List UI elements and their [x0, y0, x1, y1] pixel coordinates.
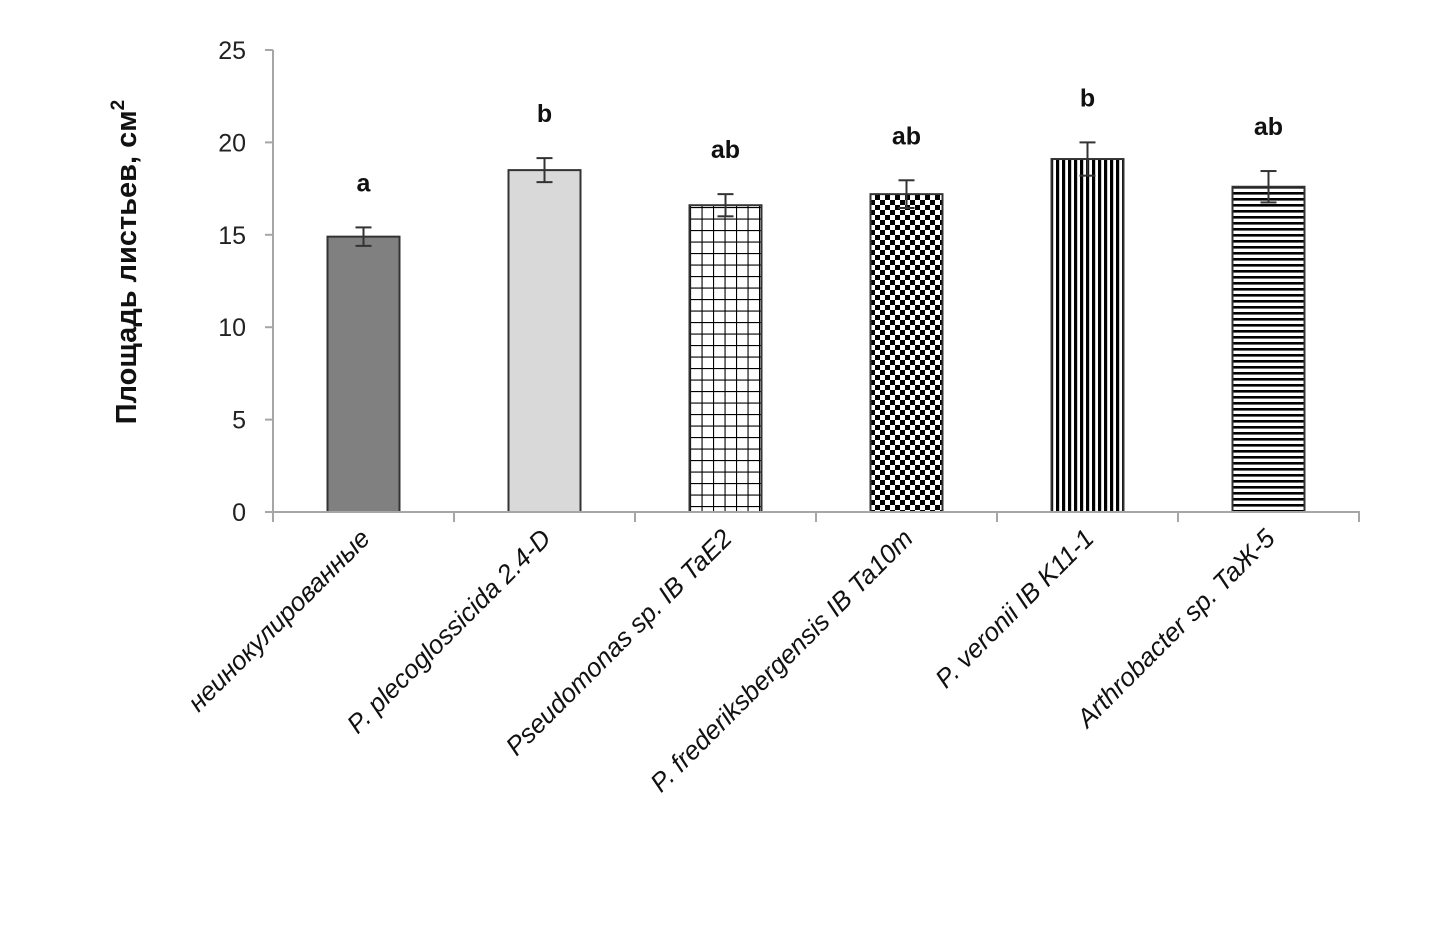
y-tick-label: 0	[232, 499, 246, 527]
y-axis-title: Площадь листьев, см2	[108, 100, 143, 424]
error-bars	[355, 141, 1277, 247]
bar	[326, 235, 401, 513]
y-tick-label: 25	[218, 37, 246, 65]
error-bar	[1079, 141, 1096, 177]
significance-label: ab	[892, 122, 921, 150]
significance-label: ab	[1254, 113, 1283, 141]
y-tick-label: 5	[232, 407, 246, 435]
significance-label: a	[357, 169, 372, 197]
y-tick-label: 10	[218, 314, 246, 342]
error-bar	[898, 179, 915, 210]
y-axis-title-superscript: 2	[108, 100, 129, 111]
y-axis-ticks: 0 5 10 15 20 25	[218, 37, 273, 527]
error-bar	[355, 226, 372, 247]
error-bar	[1260, 170, 1277, 204]
x-category-label: P. plecoglossicida 2.4-D	[341, 523, 557, 739]
x-category-label: P. veronii IB K11-1	[929, 523, 1100, 694]
significance-label: b	[1080, 84, 1095, 112]
bar	[507, 169, 582, 513]
bar	[688, 204, 763, 513]
error-bar	[717, 193, 734, 218]
x-category-label: Arthrobacter sp. TaЖ-5	[1069, 523, 1281, 735]
bars	[326, 158, 1306, 513]
y-tick-label: 15	[218, 222, 246, 250]
bar	[869, 193, 944, 513]
bar	[1231, 185, 1306, 513]
bar	[1050, 158, 1125, 513]
error-bar	[536, 157, 553, 184]
x-axis-ticks	[272, 512, 1360, 522]
significance-label: b	[537, 100, 552, 128]
y-tick-label: 20	[218, 129, 246, 157]
significance-label: ab	[711, 136, 740, 164]
x-category-label: неинокулированные	[181, 523, 375, 717]
